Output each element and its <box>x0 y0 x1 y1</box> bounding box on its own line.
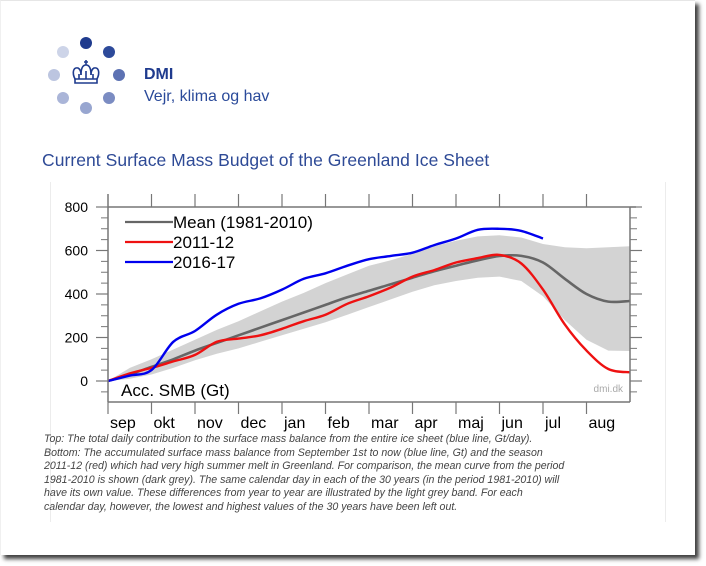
series-2016-17-line <box>107 227 544 383</box>
logo-dot <box>57 46 69 58</box>
x-tick-label: aug <box>589 415 616 432</box>
brand-tagline: Vejr, klima og hav <box>144 88 270 105</box>
x-tick-label: jun <box>501 415 523 432</box>
y-tick-label: 400 <box>65 286 89 302</box>
logo-dot <box>80 102 92 114</box>
x-tick-label: jul <box>544 415 561 432</box>
x-tick-label: okt <box>154 415 176 432</box>
x-tick-label: apr <box>415 415 439 432</box>
caption-line: Bottom: The accumulated surface mass bal… <box>44 446 543 459</box>
legend-label: 2016-17 <box>173 253 235 272</box>
brand-name: DMI <box>144 66 174 83</box>
logo-dot <box>103 92 115 104</box>
x-tick-label: feb <box>328 415 350 432</box>
smb-chart: 0 200 400 600 800 sep okt nov dec jan feb mar apr maj… <box>65 194 642 432</box>
caption-line: calendar day, however, the lowest and hi… <box>44 500 458 513</box>
watermark: dmi.dk <box>594 384 624 395</box>
crown-icon <box>72 60 100 84</box>
caption-line: 1981-2010 is shown (dark grey). The same… <box>44 473 560 486</box>
y-tick-label: 0 <box>80 373 88 389</box>
y-tick-label: 200 <box>65 330 89 346</box>
dmi-logo-icon[interactable] <box>45 35 125 115</box>
y-tick-label: 600 <box>65 243 89 259</box>
chart-caption: Top: The total daily contribution to the… <box>44 433 674 514</box>
x-tick-label: nov <box>197 415 223 432</box>
panel-divider-right <box>665 182 666 522</box>
caption-line: Top: The total daily contribution to the… <box>44 433 533 445</box>
series-2011-12-line <box>107 253 631 383</box>
x-tick-label: dec <box>241 415 267 432</box>
caption-line: 2011-12 (red) which had very high summer… <box>44 460 565 472</box>
logo-dot <box>103 46 115 58</box>
y-tick-label: 800 <box>65 199 89 215</box>
x-tick-label: mar <box>371 415 399 432</box>
legend-label: Mean (1981-2010) <box>173 213 313 232</box>
logo-dot <box>80 37 92 49</box>
caption-line: have its own value. These differences fr… <box>44 487 523 499</box>
legend-label: 2011-12 <box>173 233 234 252</box>
logo-dot <box>57 92 69 104</box>
x-tick-label: jan <box>283 415 305 432</box>
page-title: Current Surface Mass Budget of the Green… <box>42 150 490 170</box>
series-mean-line <box>107 253 631 383</box>
x-tick-label: maj <box>458 415 484 432</box>
logo-dot <box>113 69 125 81</box>
logo-dot <box>48 69 60 81</box>
x-tick-label: sep <box>110 415 136 432</box>
content-card: DMI Vejr, klima og hav Current Surface M… <box>0 0 695 555</box>
panel-divider-left <box>50 182 51 522</box>
y-axis-label: Acc. SMB (Gt) <box>121 381 230 400</box>
range-band <box>108 235 630 381</box>
